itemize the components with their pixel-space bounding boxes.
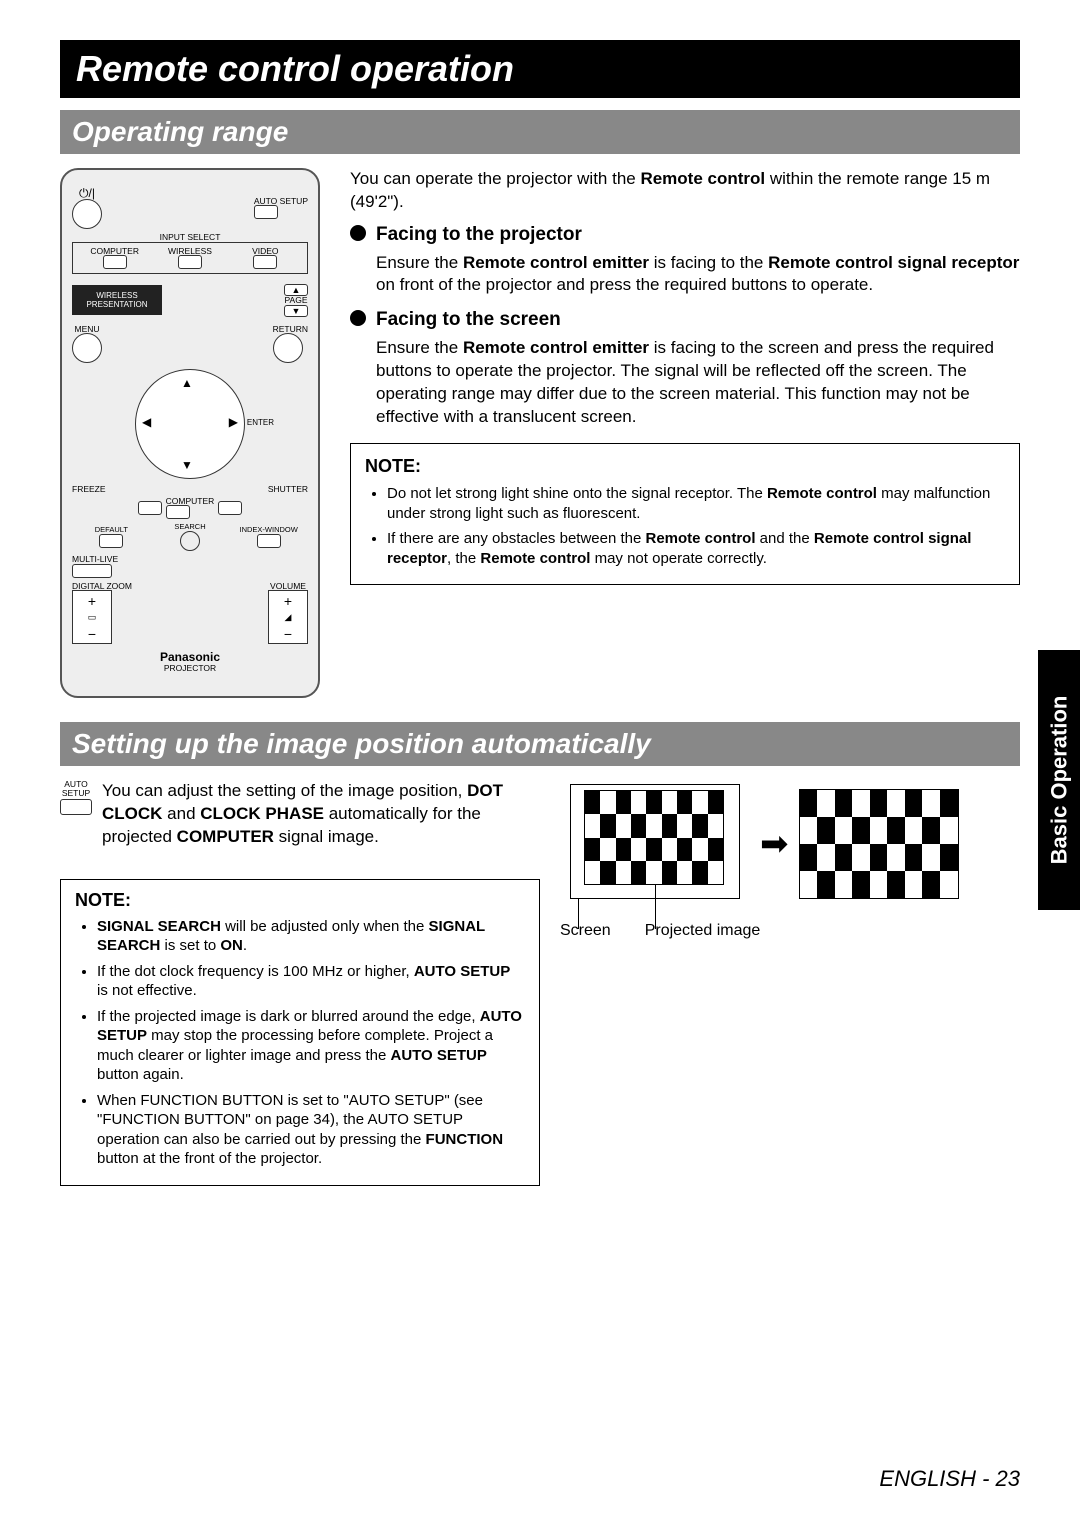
note2-item-4: When FUNCTION BUTTON is set to "AUTO SET…: [97, 1091, 525, 1169]
power-button-icon: [72, 199, 102, 229]
range-intro: You can operate the projector with the R…: [350, 168, 1020, 214]
side-tab-label: Basic Operation: [1046, 696, 1072, 865]
auto-setup-label: AUTO SETUP: [254, 197, 308, 206]
bullet-icon: [350, 225, 366, 241]
caption-projected: Projected image: [645, 922, 761, 940]
note-label: NOTE:: [75, 890, 525, 911]
section1-title: Operating range: [72, 116, 1008, 148]
note1-item-2: If there are any obstacles between the R…: [387, 529, 1005, 568]
screen-before-icon: [570, 784, 750, 904]
note-box-1: NOTE: Do not let strong light shine onto…: [350, 443, 1020, 585]
page-title-bar: Remote control operation: [60, 40, 1020, 98]
side-tab: Basic Operation: [1038, 650, 1080, 910]
note2-item-3: If the projected image is dark or blurre…: [97, 1007, 525, 1085]
facing-projector-body: Ensure the Remote control emitter is fac…: [376, 252, 1020, 298]
arrow-right-icon: ➡: [760, 824, 789, 864]
note-label: NOTE:: [365, 454, 1005, 478]
bullet-facing-screen: Facing to the screen: [350, 307, 1020, 333]
section-auto-setup: Setting up the image position automatica…: [60, 722, 1020, 766]
auto-setup-content: AUTO SETUP You can adjust the setting of…: [60, 780, 1020, 1186]
section-operating-range: Operating range: [60, 110, 1020, 154]
auto-setup-button-icon: [254, 205, 278, 219]
wireless-presentation-label: WIRELESS PRESENTATION: [72, 285, 162, 315]
remote-control-diagram: ⏻/| AUTO SETUP INPUT SELECT COMPUTER WIR…: [60, 168, 320, 698]
caption-screen: Screen: [560, 922, 611, 940]
bullet-icon: [350, 310, 366, 326]
note1-item-1: Do not let strong light shine onto the s…: [387, 484, 1005, 523]
section2-title: Setting up the image position automatica…: [72, 728, 1008, 760]
note2-item-1: SIGNAL SEARCH will be adjusted only when…: [97, 917, 525, 956]
bullet-facing-projector: Facing to the projector: [350, 222, 1020, 248]
input-select-label: INPUT SELECT: [72, 233, 308, 242]
note2-item-2: If the dot clock frequency is 100 MHz or…: [97, 962, 525, 1001]
power-label: ⏻/|: [72, 187, 102, 199]
facing-screen-body: Ensure the Remote control emitter is fac…: [376, 337, 1020, 429]
nav-pad-icon: ▲ ▼ ◀ ▶ ENTER: [135, 369, 245, 479]
screen-after-icon: [799, 789, 959, 899]
brand-label: Panasonic: [72, 650, 308, 664]
operating-range-text: You can operate the projector with the R…: [350, 168, 1020, 698]
page-footer: ENGLISH - 23: [879, 1466, 1020, 1492]
operating-range-content: ⏻/| AUTO SETUP INPUT SELECT COMPUTER WIR…: [60, 168, 1020, 698]
screen-diagram-area: ➡ Screen Projected image: [570, 780, 1020, 1186]
auto-setup-icon: AUTO SETUP: [60, 780, 92, 815]
page-title: Remote control operation: [76, 48, 1004, 90]
auto-setup-body: You can adjust the setting of the image …: [102, 780, 540, 849]
note-box-2: NOTE: SIGNAL SEARCH will be adjusted onl…: [60, 879, 540, 1186]
